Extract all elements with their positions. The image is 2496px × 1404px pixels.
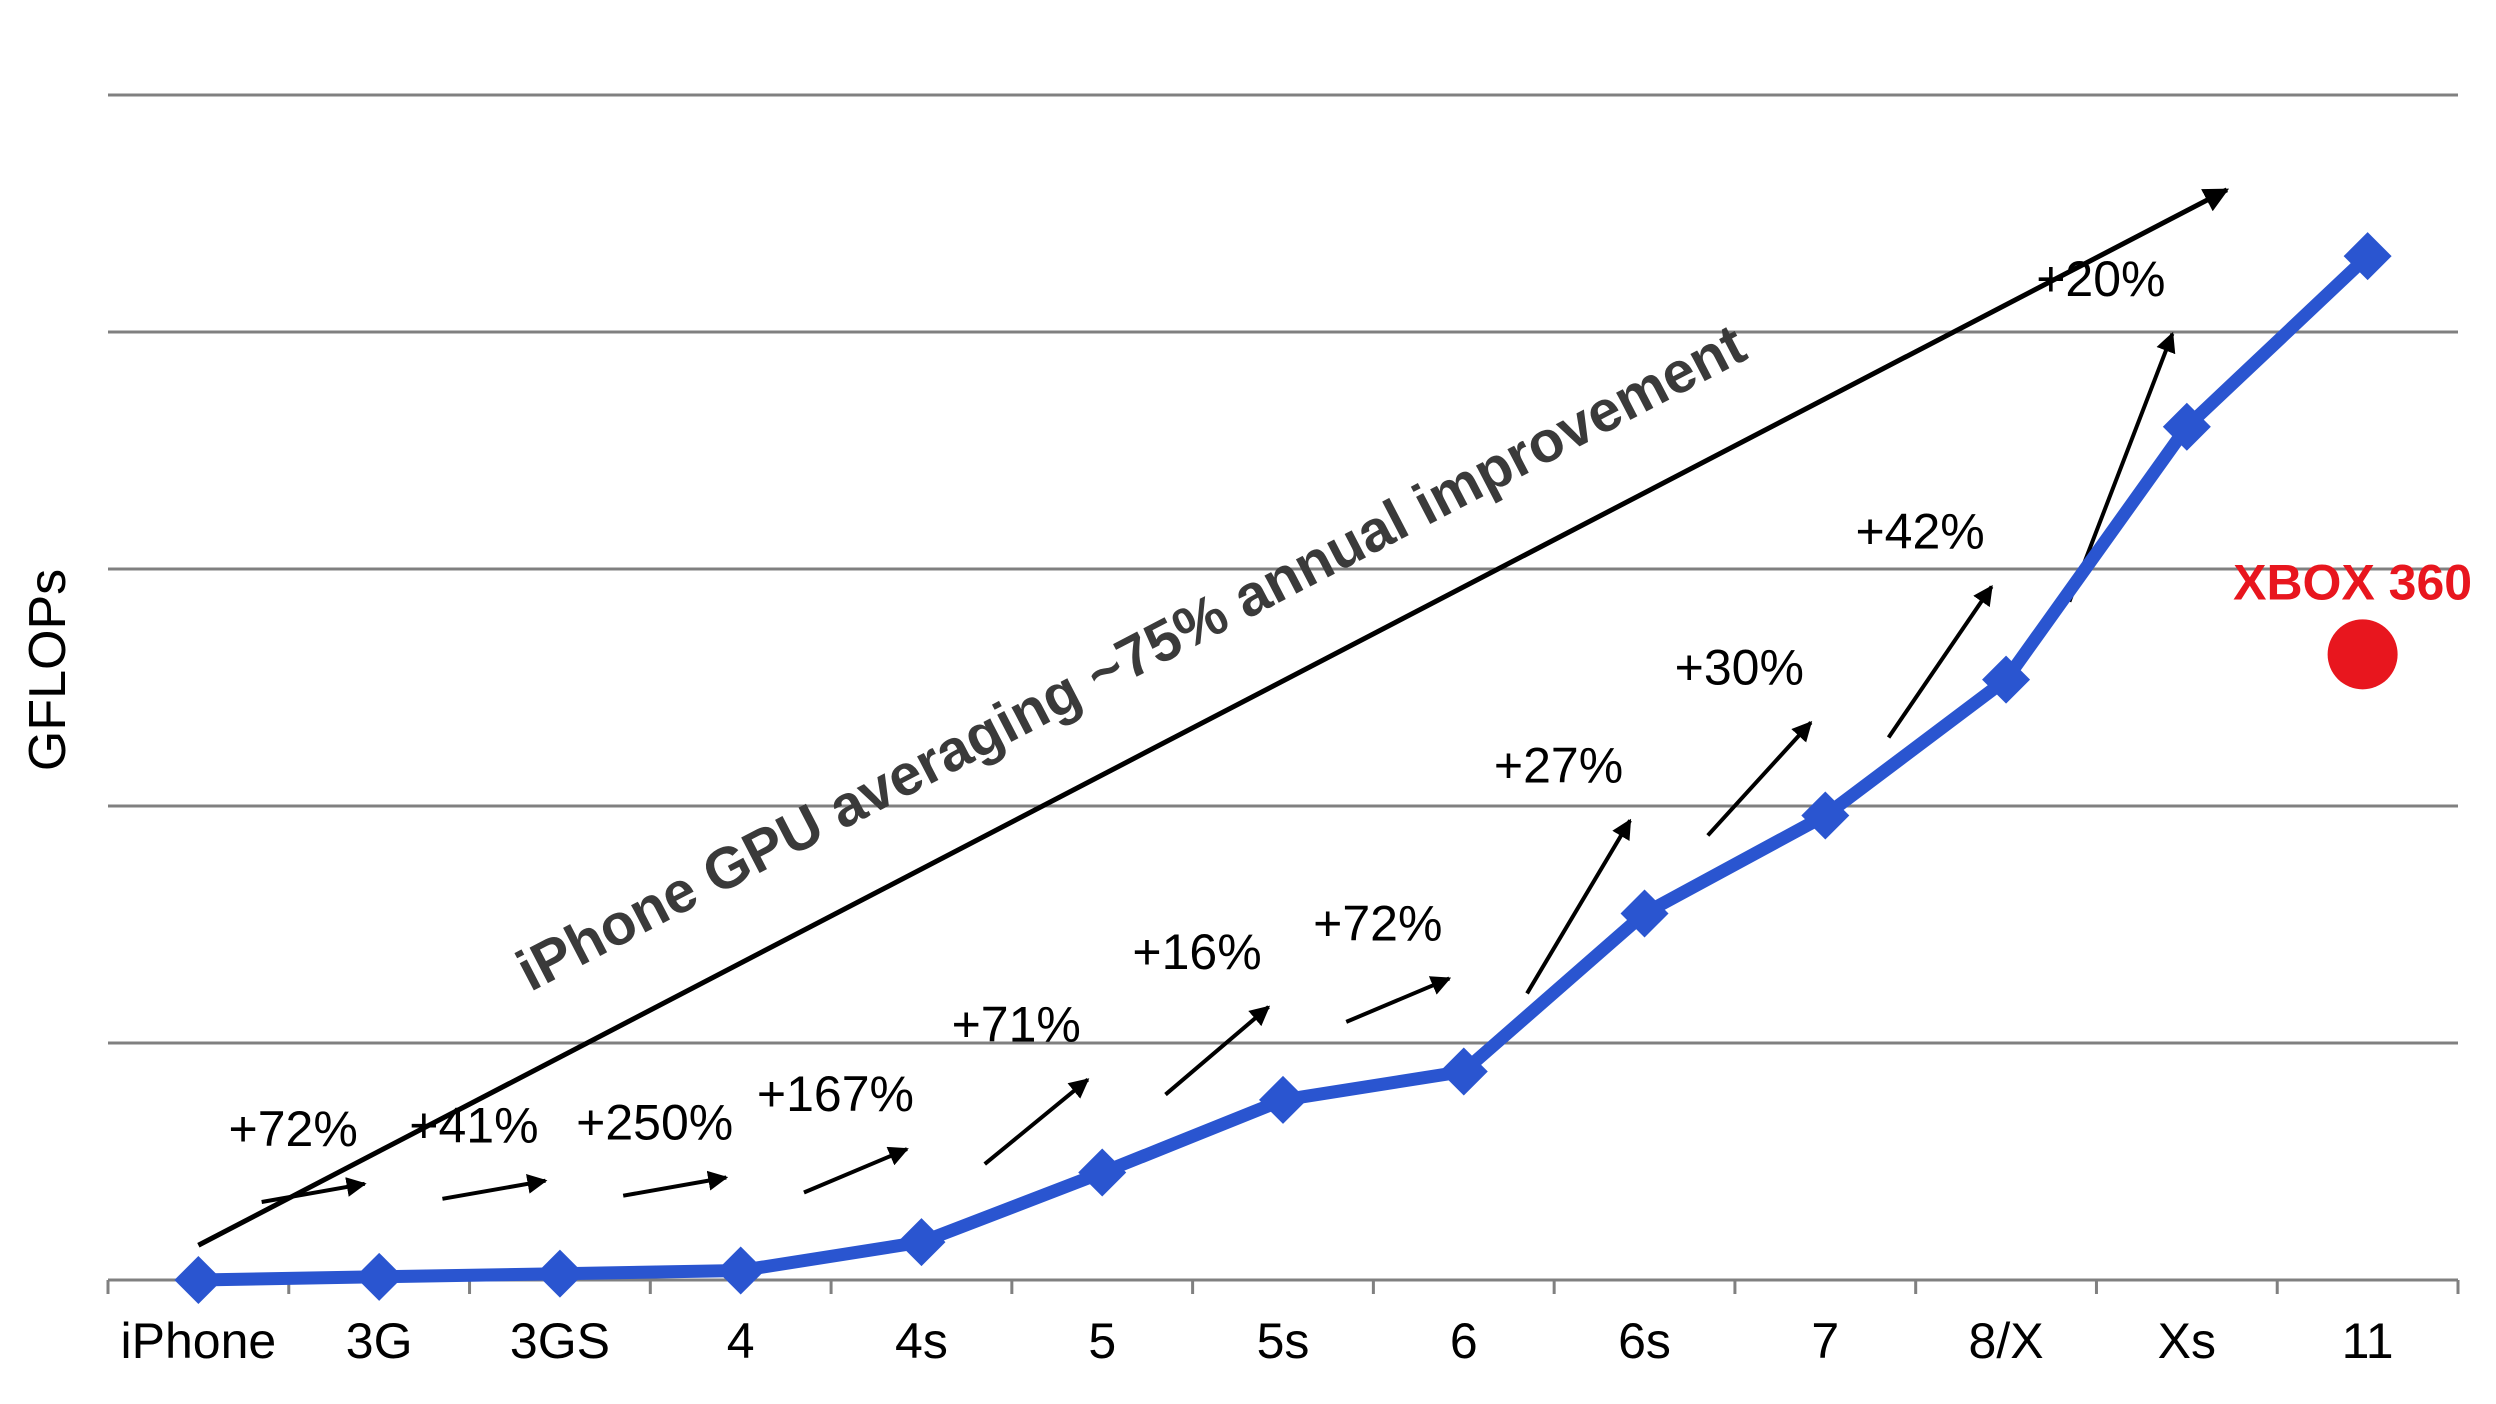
data-point: [535, 1249, 584, 1298]
step-arrow: [1706, 721, 1813, 837]
trend-annotation: iPhone GPU averaging ~75% annual improve…: [197, 187, 2230, 1248]
x-tick-label: 4: [727, 1313, 755, 1369]
step-arrow: [1164, 1005, 1271, 1097]
data-point: [1439, 1047, 1488, 1096]
step-arrow: [442, 1173, 548, 1201]
x-axis: iPhone 3G 3GS 4 4s 5 5s 6 6s 7 8/X Xs 11: [106, 1278, 2460, 1369]
step-label: +250%: [576, 1095, 733, 1151]
x-tick-label: 8/X: [1969, 1313, 2044, 1369]
step-label: +72%: [1313, 895, 1442, 951]
data-point: [2343, 232, 2392, 281]
step-label: +27%: [1494, 737, 1623, 793]
data-point: [1620, 889, 1669, 938]
x-tick-label: 5s: [1257, 1313, 1310, 1369]
data-point: [1982, 655, 2031, 704]
data-point: [355, 1252, 404, 1301]
step-arrow: [1345, 976, 1452, 1024]
x-tick-label: 5: [1088, 1313, 1116, 1369]
trend-label: iPhone GPU averaging ~75% annual improve…: [506, 312, 1755, 1004]
step-label: +167%: [757, 1066, 914, 1122]
x-tick-label: 4s: [895, 1313, 948, 1369]
x-tick-label: 3GS: [510, 1313, 610, 1369]
x-tick-label: 7: [1811, 1313, 1839, 1369]
x-tick-label: Xs: [2158, 1313, 2216, 1369]
step-label: +41%: [409, 1098, 538, 1154]
step-label: +42%: [1855, 504, 1984, 560]
data-point: [174, 1256, 223, 1304]
x-tick-label: iPhone: [121, 1313, 277, 1369]
x-tick-label: 11: [2342, 1313, 2394, 1369]
step-arrow: [983, 1078, 1090, 1166]
step-label: +16%: [1132, 924, 1261, 980]
step-label: +30%: [1675, 639, 1804, 695]
step-label: +20%: [2036, 251, 2165, 307]
gridlines: [108, 93, 2458, 1045]
x-tick-label: 3G: [346, 1313, 413, 1369]
data-point: [1078, 1148, 1127, 1197]
data-point: [897, 1218, 946, 1267]
trend-arrow: [197, 187, 2230, 1248]
data-point: [716, 1246, 765, 1295]
data-point: [1801, 791, 1850, 840]
x-tick-label: 6s: [1618, 1313, 1671, 1369]
step-arrow: [1525, 818, 1632, 995]
y-axis-label: GFLOPs: [19, 569, 77, 771]
step-arrow: [1886, 584, 1994, 739]
series-line: [174, 232, 2392, 1304]
step-arrow: [803, 1146, 909, 1195]
reference-marker: [2327, 619, 2398, 690]
reference-point: XBOX 360: [2233, 554, 2472, 690]
step-arrow: [261, 1177, 367, 1204]
data-point: [1259, 1075, 1307, 1124]
step-arrow: [622, 1170, 729, 1198]
step-label: +72%: [229, 1101, 358, 1157]
data-point: [2162, 402, 2211, 451]
reference-label: XBOX 360: [2233, 554, 2472, 610]
step-label: +71%: [952, 997, 1081, 1053]
x-tick-label: 6: [1450, 1313, 1478, 1369]
